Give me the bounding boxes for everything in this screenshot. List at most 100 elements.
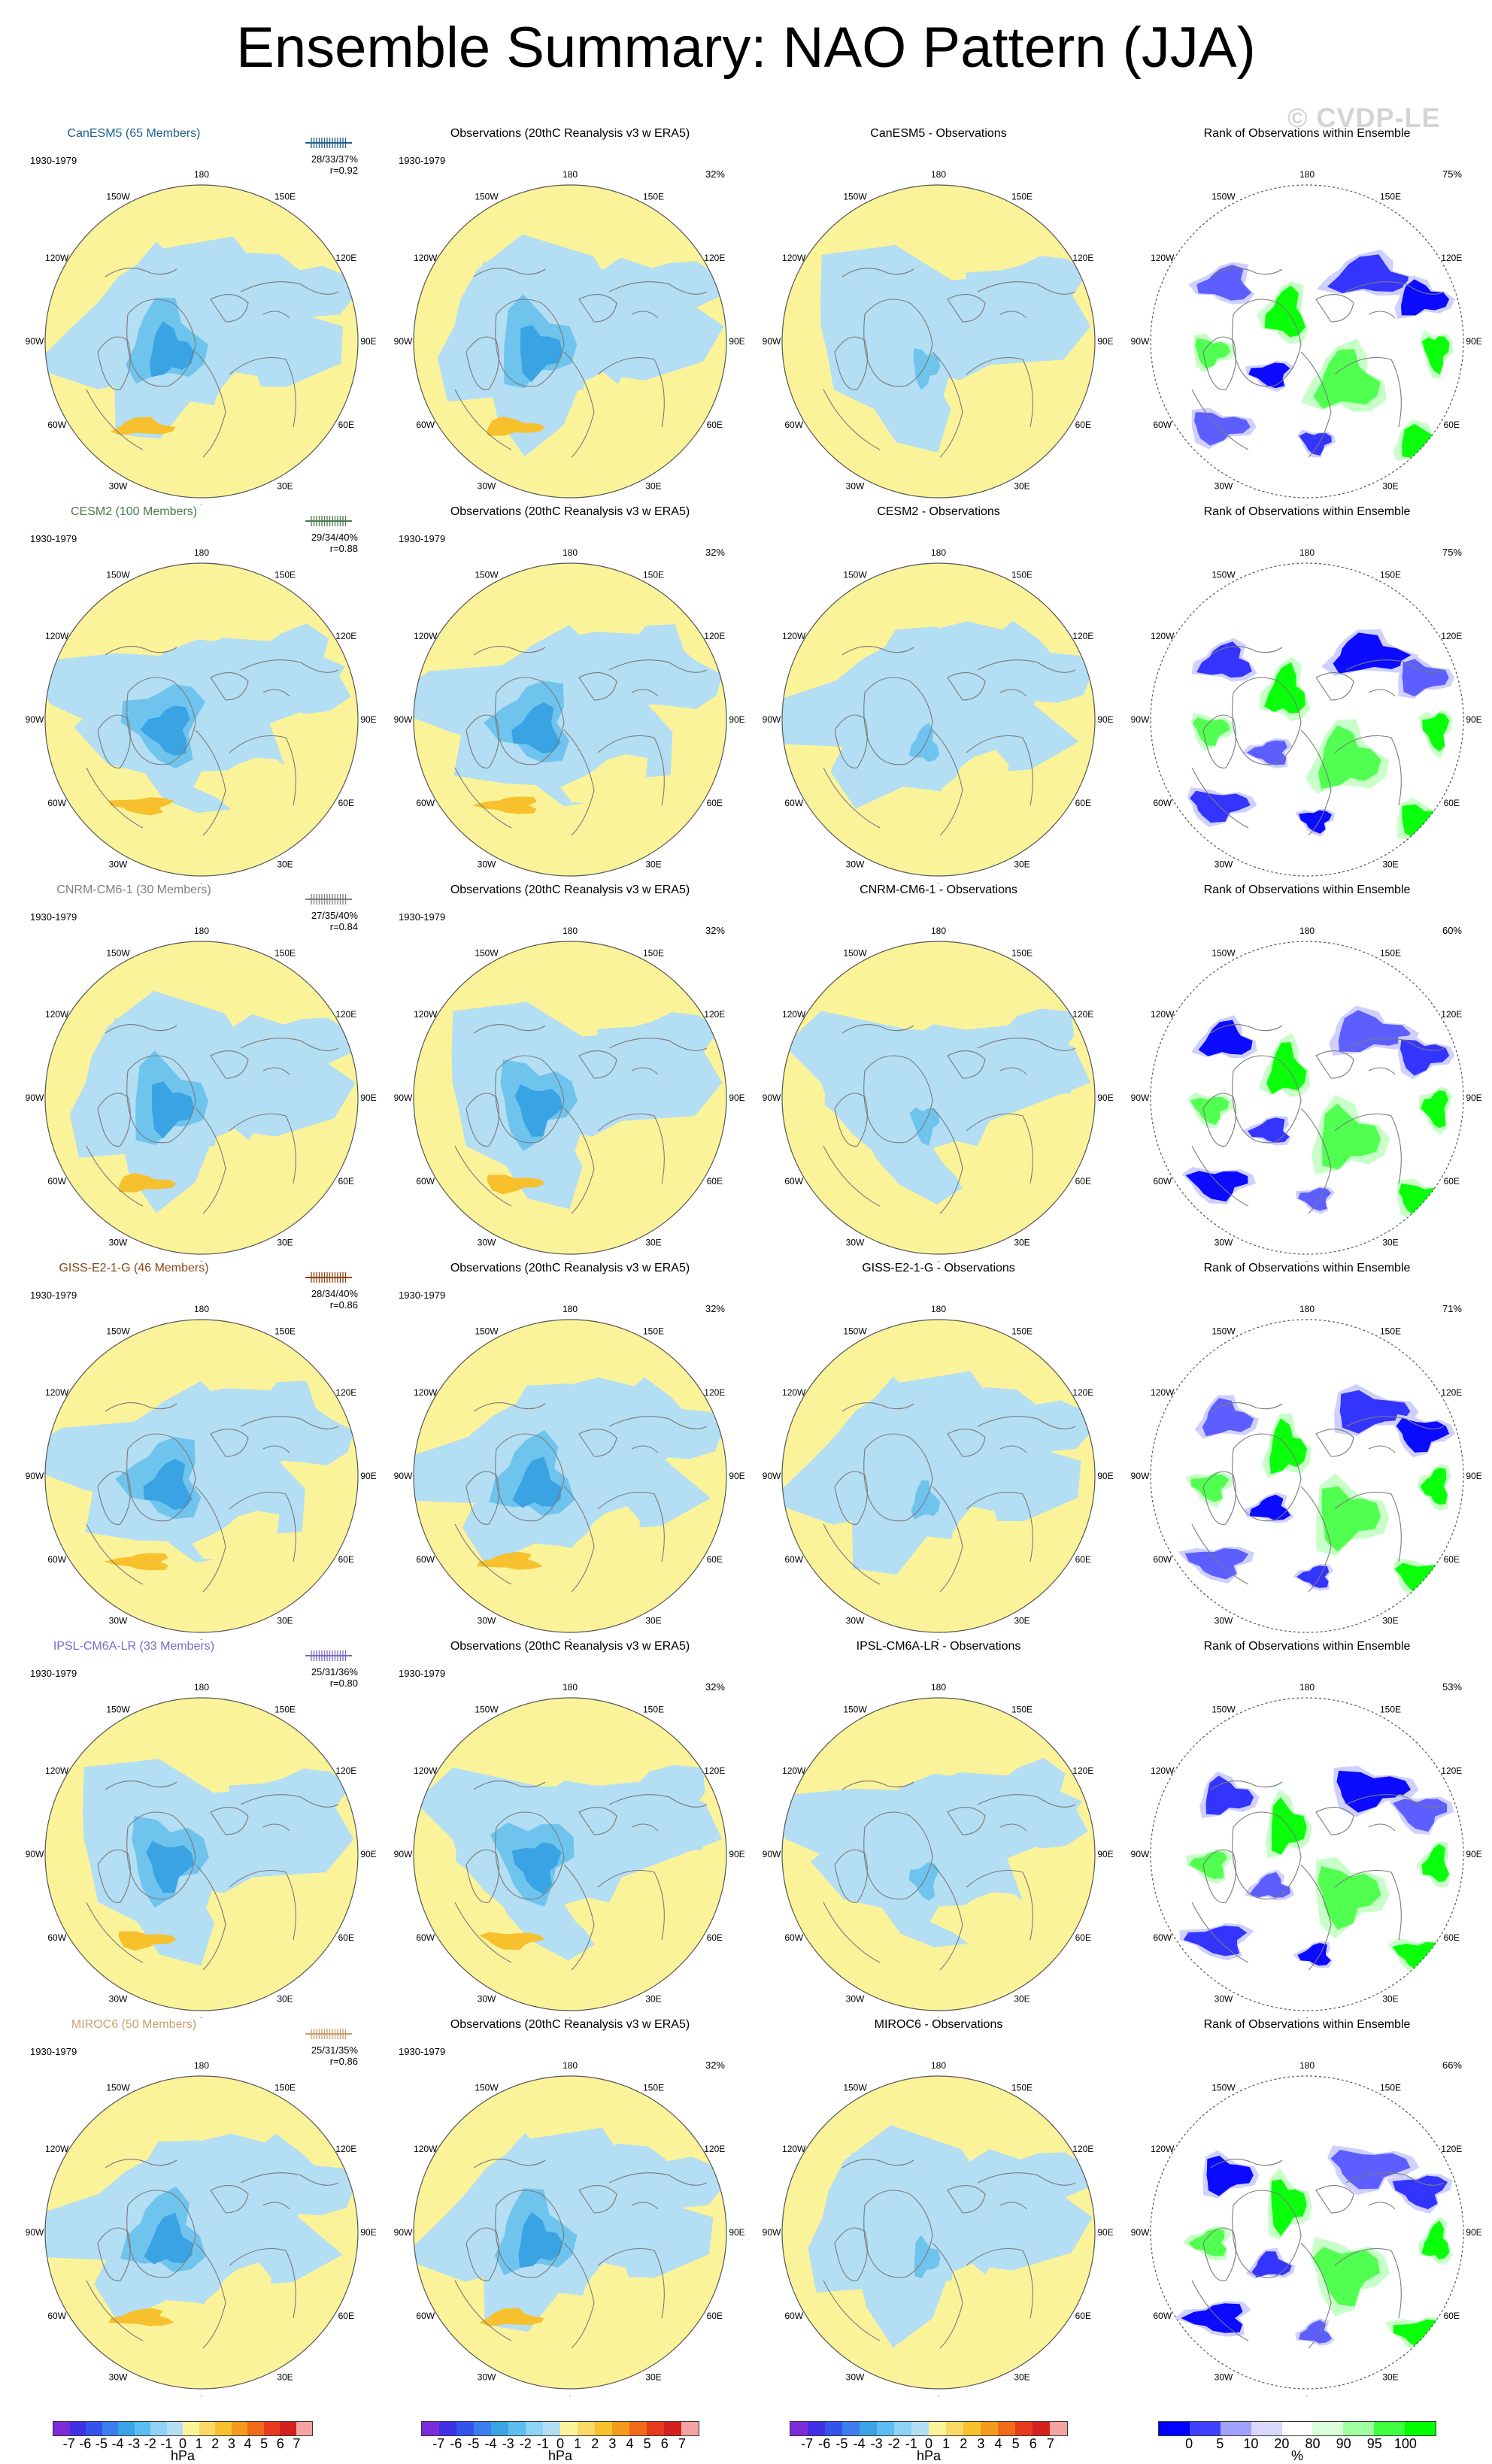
lon-label: 60W — [416, 798, 435, 808]
polar-map: 180 150E 120E 90E 60E 30E 0 30W 60W 90W 120W 150W — [394, 1304, 745, 1640]
lon-label: 150W — [475, 1705, 499, 1715]
lon-label: 90E — [360, 1093, 376, 1103]
lon-label: 180 — [1299, 926, 1315, 936]
lon-label: 30E — [1382, 480, 1398, 491]
panel-title: CNRM-CM6-1 (30 Members) — [56, 883, 211, 896]
colorbar-tick-label: 2 — [211, 2436, 220, 2451]
colorbar-tick-label: -7 — [432, 2436, 445, 2451]
panel-title: Observations (20thC Reanalysis v3 w ERA5… — [450, 1262, 690, 1274]
polar-map: 180 150E 120E 90E 60E 30E 0 30W 60W 90W 120W 150W — [1131, 169, 1482, 505]
colorbar-tick-label: -6 — [450, 2436, 462, 2451]
colorbar-cell — [894, 2422, 911, 2435]
polar-map: 180 150E 120E 90E 60E 30E 0 30W 60W 90W 120W 150W — [26, 2060, 377, 2396]
polar-map: 180 150E 120E 90E 60E 30E 0 30W 60W 90W 120W 150W — [763, 926, 1114, 1262]
lon-label: 120W — [1151, 253, 1175, 263]
lon-label: 120W — [414, 2144, 438, 2154]
colorbar-tick-label: -1 — [536, 2436, 549, 2451]
lon-label: 0 — [199, 2394, 205, 2396]
lon-label: 150W — [475, 570, 499, 580]
lon-label: 30E — [1014, 1237, 1030, 1247]
lon-label: 120W — [414, 253, 438, 263]
colorbar-cell — [456, 2422, 474, 2435]
lon-label: 90E — [729, 1093, 744, 1103]
lon-label: 180 — [563, 926, 578, 936]
colorbar-cell — [1405, 2422, 1436, 2435]
colorbar-cell — [199, 2422, 215, 2435]
lon-label: 0 — [568, 1638, 573, 1640]
pcvar-stats: 25/31/35% r=0.86 — [311, 2044, 358, 2067]
lon-label: 60E — [707, 1932, 723, 1943]
lon-label: 120W — [45, 1387, 69, 1398]
colorbar-unit: hPa — [916, 2448, 942, 2463]
lon-label: 0 — [199, 1638, 205, 1640]
lon-label: 90E — [729, 1849, 744, 1859]
polar-map: 180 150E 120E 90E 60E 30E 0 30W 60W 90W 120W 150W — [394, 2060, 745, 2396]
lon-label: 0 — [1305, 1638, 1310, 1640]
lon-label: 120W — [1151, 1765, 1175, 1776]
lon-label: 150W — [475, 1326, 499, 1337]
lon-label: 180 — [1299, 169, 1315, 180]
colorbar-hpa-2: -7 -6 -5 -4 -3 -2 -1 0 1 2 3 4 5 6 7 hPa — [421, 2421, 699, 2463]
lon-label: 120W — [45, 2144, 69, 2154]
colorbar-tick-label: 5 — [1011, 2436, 1020, 2451]
lon-label: 90W — [394, 336, 413, 347]
panel-title: CESM2 (100 Members) — [70, 505, 198, 518]
lon-label: 0 — [568, 2394, 573, 2396]
colorbar-cell — [118, 2422, 135, 2435]
polar-map: 180 150E 120E 90E 60E 30E 0 30W 60W 90W 120W 150W — [1131, 547, 1482, 883]
pcvar-stats: 27/35/40% r=0.84 — [311, 910, 358, 932]
map-panel-obs: 180 150E 120E 90E 60E 30E 0 30W 60W 90W 120W 150W Ob… — [384, 1639, 757, 2018]
lon-label: 60E — [338, 2311, 354, 2321]
colorbar-cell — [998, 2422, 1015, 2435]
colorbar-cell — [1312, 2422, 1344, 2435]
lon-label: 180 — [1299, 547, 1315, 558]
colorbar-cell — [1281, 2422, 1313, 2435]
panel-title: CESM2 - Observations — [877, 505, 1000, 518]
colorbar-cell — [929, 2422, 946, 2435]
colorbar-tick-label: 7 — [678, 2436, 686, 2451]
lon-label: 120W — [782, 631, 806, 641]
lon-label: 0 — [199, 1259, 205, 1262]
lon-label: 90E — [1097, 714, 1113, 725]
period-label: 1930-1979 — [30, 1290, 77, 1301]
colorbar-cell — [1050, 2422, 1067, 2435]
period-label: 1930-1979 — [30, 155, 77, 166]
lon-label: 0 — [568, 881, 573, 883]
map-panel-diff: 180 150E 120E 90E 60E 30E 0 30W 60W 90W 120W 150W CN… — [752, 883, 1125, 1262]
pcvar-label: 32% — [705, 1303, 725, 1314]
polar-map: 180 150E 120E 90E 60E 30E 0 30W 60W 90W 120W 150W — [763, 1682, 1114, 2018]
lon-label: 30E — [277, 1237, 293, 1247]
lon-label: 90E — [729, 336, 744, 347]
lon-label: 0 — [199, 881, 205, 883]
colorbar-cell — [543, 2422, 560, 2435]
lon-label: 30W — [109, 859, 128, 869]
lon-label: 60E — [1075, 798, 1091, 808]
lon-label: 60W — [1153, 1554, 1172, 1565]
lon-label: 120W — [414, 1765, 438, 1776]
period-label: 1930-1979 — [399, 911, 446, 923]
lon-label: 30W — [478, 1615, 496, 1626]
period-label: 1930-1979 — [30, 911, 77, 923]
lon-label: 90E — [1466, 2227, 1481, 2238]
lon-label: 60W — [416, 1932, 435, 1943]
lon-label: 60W — [47, 1554, 66, 1565]
lon-label: 150W — [1211, 570, 1236, 580]
polar-map: 180 150E 120E 90E 60E 30E 0 30W 60W 90W 120W 150W — [1131, 926, 1482, 1262]
polar-map: 180 150E 120E 90E 60E 30E 0 30W 60W 90W 120W 150W — [26, 1682, 377, 2018]
lon-label: 90W — [26, 1849, 44, 1859]
map-panel-ens: 180 150E 120E 90E 60E 30E 0 30W 60W 90W 120W 150W GI… — [15, 1261, 388, 1640]
colorbar-tick-label: 3 — [977, 2436, 985, 2451]
colorbar-tick-label: -5 — [835, 2436, 848, 2451]
panel-title: Rank of Observations within Ensemble — [1203, 883, 1411, 896]
map-panel-obs: 180 150E 120E 90E 60E 30E 0 30W 60W 90W 120W 150W Ob… — [384, 1261, 757, 1640]
lon-label: 120W — [782, 1009, 806, 1020]
colorbar-tick-label: -1 — [905, 2436, 917, 2451]
lon-label: 90W — [1131, 1849, 1150, 1859]
colorbar-cell — [629, 2422, 647, 2435]
polar-map: 180 150E 120E 90E 60E 30E 0 30W 60W 90W 120W 150W — [26, 547, 377, 883]
colorbar-unit: hPa — [547, 2448, 573, 2463]
lon-label: 30W — [846, 2372, 865, 2382]
lon-label: 60E — [1444, 798, 1460, 808]
polar-map: 180 150E 120E 90E 60E 30E 0 30W 60W 90W 120W 150W — [1131, 1304, 1482, 1640]
lon-label: 60E — [1444, 1176, 1460, 1187]
